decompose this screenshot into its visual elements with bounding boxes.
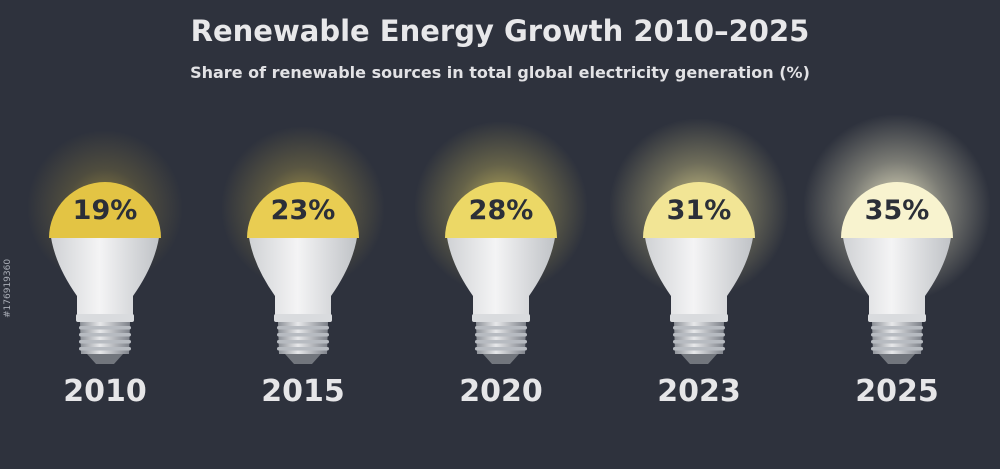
bulb-globe <box>643 182 755 238</box>
bulb-collar <box>472 314 530 322</box>
value-label: 19% <box>73 195 138 226</box>
bulb-screw <box>79 322 131 364</box>
bulb-2020: 28% <box>445 182 557 364</box>
bulb-collar <box>670 314 728 322</box>
value-label: 31% <box>667 195 732 226</box>
year-label: 2023 <box>657 374 741 409</box>
bulb-2010: 19% <box>49 182 161 364</box>
bulb-globe <box>445 182 557 238</box>
bulb-body <box>644 230 754 316</box>
bulb-globe <box>247 182 359 238</box>
year-label: 2020 <box>459 374 543 409</box>
bulb-2015: 23% <box>247 182 359 364</box>
bulb-screw <box>673 322 725 364</box>
bulb-globe <box>49 182 161 238</box>
chart-title: Renewable Energy Growth 2010–2025 <box>190 14 810 48</box>
bulb-body <box>446 230 556 316</box>
bulb-collar <box>76 314 134 322</box>
bulb-globe <box>841 182 953 238</box>
bulb-screw <box>475 322 527 364</box>
chart-subtitle: Share of renewable sources in total glob… <box>190 63 810 82</box>
year-label: 2025 <box>855 374 939 409</box>
value-label: 35% <box>865 195 930 226</box>
bulb-body <box>248 230 358 316</box>
bulb-body <box>50 230 160 316</box>
bulb-collar <box>868 314 926 322</box>
value-label: 28% <box>469 195 534 226</box>
bulb-2025: 35% <box>841 182 953 364</box>
bulb-collar <box>274 314 332 322</box>
bulb-2023: 31% <box>643 182 755 364</box>
bulb-screw <box>871 322 923 364</box>
year-label: 2010 <box>63 374 147 409</box>
bulb-screw <box>277 322 329 364</box>
bulb-body <box>842 230 952 316</box>
year-label: 2015 <box>261 374 345 409</box>
stock-id-watermark: #176919360 <box>3 258 13 318</box>
value-label: 23% <box>271 195 336 226</box>
